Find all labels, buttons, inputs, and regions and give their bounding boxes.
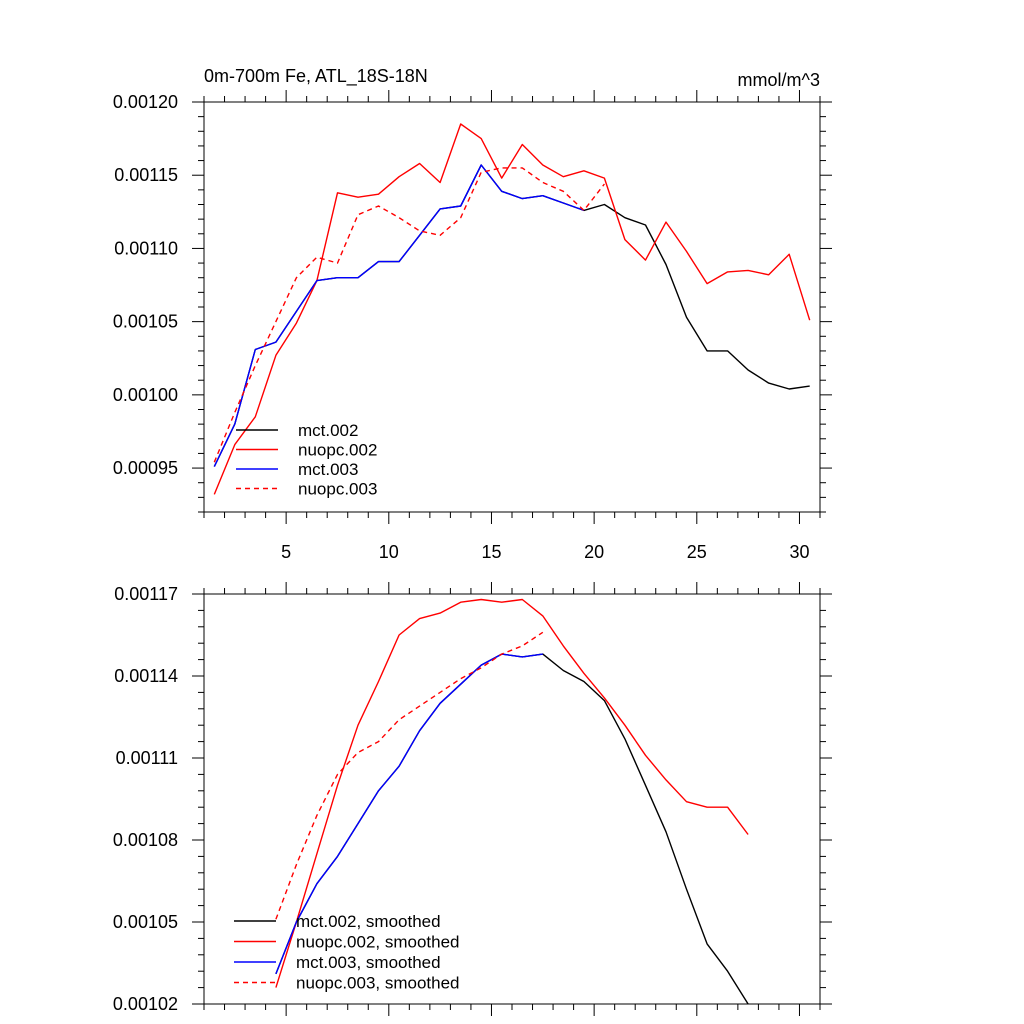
bottom-legend: mct.002, smoothed nuopc.002, smoothedmct.…: [234, 912, 460, 993]
top-chart-panel: 0m-700m Fe, ATL_18S-18N mmol/m^3 5 10 15 20…: [113, 66, 832, 562]
y-tick-label: 0.00105: [113, 312, 178, 332]
top-legend-label-1: nuopc.002: [298, 441, 377, 460]
x-tick-label: 30: [789, 542, 809, 562]
top-legend-label-3: nuopc.003: [298, 480, 377, 499]
y-tick-label: 0.00120: [113, 92, 178, 112]
y-tick-label: 0.00108: [113, 830, 178, 850]
x-tick-label: 25: [687, 542, 707, 562]
bottom-legend-label-3: nuopc.003, smoothed: [296, 974, 460, 993]
top-axis-ticks: 5 10 15 20 25 30 0.00095 0.00100 0.00105 0.00110 0…: [113, 90, 832, 562]
bottom-series-lines: [275, 598, 749, 1005]
top-series-line-3: [213, 167, 605, 463]
bottom-series-line-1: [275, 598, 749, 988]
y-tick-label: 0.00111: [116, 748, 178, 768]
top-plot-frame: [203, 101, 821, 513]
top-chart-units: mmol/m^3: [738, 70, 820, 90]
y-tick-label: 0.00117: [114, 584, 178, 604]
y-tick-label: 0.00114: [114, 666, 178, 686]
bottom-series-line-2: [275, 653, 543, 975]
x-tick-label: 15: [481, 542, 501, 562]
y-tick-label: 0.00110: [114, 238, 178, 258]
bottom-legend-label-1: nuopc.002, smoothed: [296, 933, 460, 952]
top-series-line-1: [213, 123, 811, 495]
bottom-legend-label-2: mct.003, smoothed: [296, 953, 441, 972]
x-tick-label: 5: [281, 542, 291, 562]
y-tick-label: 0.00115: [114, 165, 178, 185]
bottom-legend-label-0: mct.002, smoothed: [296, 912, 441, 931]
top-legend-label-2: mct.003: [298, 460, 358, 479]
top-legend-label-0: mct.002: [298, 421, 358, 440]
bottom-series-line-3: [275, 631, 544, 920]
bottom-chart-panel: 0.00102 0.00105 0.00108 0.00111 0.00114 0.001…: [113, 582, 832, 1016]
y-tick-label: 0.00105: [113, 912, 178, 932]
top-series-lines: [213, 123, 811, 495]
x-tick-label: 20: [584, 542, 604, 562]
top-chart-title: 0m-700m Fe, ATL_18S-18N: [204, 66, 428, 87]
y-tick-label: 0.00102: [113, 994, 178, 1014]
x-tick-label: 10: [379, 542, 399, 562]
top-series-line-2: [213, 164, 585, 467]
y-tick-label: 0.00100: [113, 385, 178, 405]
bottom-series-line-0: [275, 653, 749, 1005]
y-tick-label: 0.00095: [113, 458, 178, 478]
bottom-axis-ticks: 0.00102 0.00105 0.00108 0.00111 0.00114 0.001…: [113, 582, 832, 1016]
